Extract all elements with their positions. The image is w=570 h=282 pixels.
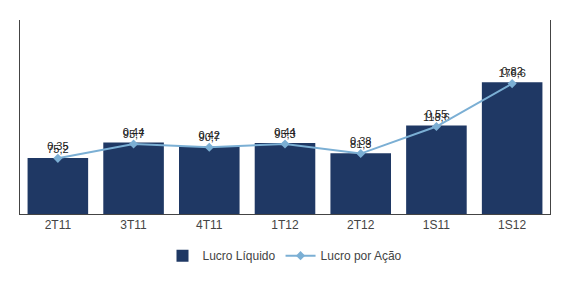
- svg-text:0,55: 0,55: [426, 108, 447, 120]
- svg-text:95,3: 95,3: [274, 128, 295, 140]
- svg-text:Lucro por Ação: Lucro por Ação: [321, 249, 402, 263]
- svg-text:0,38: 0,38: [350, 135, 371, 147]
- svg-text:81,3: 81,3: [350, 138, 371, 150]
- svg-text:2T11: 2T11: [45, 218, 72, 232]
- svg-text:0,35: 0,35: [47, 140, 68, 152]
- svg-text:0,42: 0,42: [199, 129, 220, 141]
- svg-text:1S12: 1S12: [498, 218, 526, 232]
- svg-text:2T12: 2T12: [347, 218, 375, 232]
- svg-text:3T11: 3T11: [120, 218, 147, 232]
- svg-text:176,6: 176,6: [498, 67, 526, 79]
- svg-text:118,6: 118,6: [423, 111, 450, 123]
- svg-text:4T11: 4T11: [196, 218, 223, 232]
- svg-text:90,7: 90,7: [199, 131, 220, 143]
- svg-text:0,44: 0,44: [274, 126, 295, 138]
- svg-text:1S11: 1S11: [423, 218, 450, 232]
- svg-text:95,7: 95,7: [123, 128, 144, 140]
- svg-text:0,82: 0,82: [501, 65, 522, 77]
- svg-text:0,44: 0,44: [123, 126, 144, 138]
- svg-text:Lucro Líquido: Lucro Líquido: [203, 249, 276, 263]
- svg-text:75,2: 75,2: [47, 143, 68, 155]
- svg-text:1T12: 1T12: [271, 218, 299, 232]
